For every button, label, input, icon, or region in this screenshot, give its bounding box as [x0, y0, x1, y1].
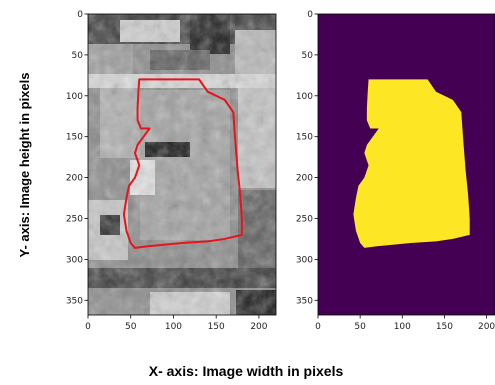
- left-x-tick-label: 50: [125, 322, 137, 332]
- right-x-tick-label: 0: [315, 322, 321, 332]
- right-y-tick-label: 300: [296, 255, 313, 265]
- left-x-tick-label: 200: [250, 322, 267, 332]
- building-contour: [122, 78, 243, 249]
- right-y-tick-label: 0: [307, 10, 313, 20]
- left-y-tick-label: 100: [66, 92, 83, 102]
- right-y-tick-label: 350: [296, 296, 313, 306]
- right-y-tick-label: 50: [302, 51, 314, 61]
- right-x-tick-label: 150: [436, 322, 453, 332]
- grayscale-panel: [88, 14, 276, 315]
- left-x-tick-label: 0: [85, 322, 91, 332]
- right-x-tick-label: 100: [394, 322, 411, 332]
- left-x-tick-label: 100: [165, 322, 182, 332]
- left-y-tick-label: 300: [66, 255, 83, 265]
- right-axes-frame: [317, 13, 495, 316]
- right-y-tick-label: 250: [296, 214, 313, 224]
- right-x-tick-label: 50: [354, 322, 366, 332]
- right-y-tick-label: 200: [296, 174, 313, 184]
- right-ticks: 0 50 100 150 200 0 50 100 150 200 250 300 350: [296, 10, 495, 332]
- left-y-tick-label: 250: [66, 214, 83, 224]
- x-axis-title: X- axis: Image width in pixels: [149, 363, 344, 379]
- mask-panel: [318, 14, 495, 315]
- left-y-tick-label: 0: [77, 10, 83, 20]
- y-axis-title: Y- axis: Image height in pixels: [17, 73, 32, 258]
- right-y-tick-label: 150: [296, 133, 313, 143]
- image-grain: [88, 14, 276, 315]
- right-y-tick-label: 100: [296, 92, 313, 102]
- right-x-tick-label: 200: [478, 322, 495, 332]
- left-y-tick-label: 50: [72, 51, 84, 61]
- building-mask: [353, 79, 470, 248]
- left-ticks: 0 50 100 150 200 0 50 100 150 200 250 300 350: [66, 10, 268, 332]
- left-axes-frame: [87, 13, 277, 316]
- left-y-tick-label: 350: [66, 296, 83, 306]
- left-y-tick-label: 150: [66, 133, 83, 143]
- left-y-tick-label: 200: [66, 174, 83, 184]
- left-x-tick-label: 150: [208, 322, 225, 332]
